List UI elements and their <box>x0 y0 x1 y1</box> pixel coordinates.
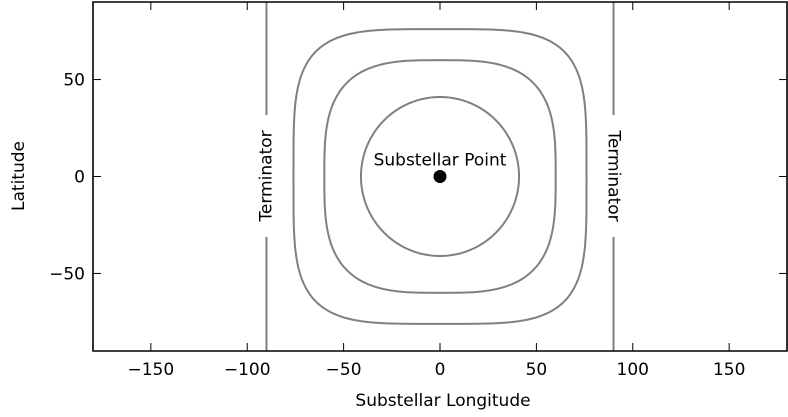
x-tick-label: −150 <box>127 360 174 380</box>
contour-line-1 <box>359 96 521 257</box>
x-axis-title: Substellar Longitude <box>355 391 530 411</box>
x-tick-label: 50 <box>526 360 548 380</box>
terminator-right-label: Terminator <box>604 129 624 221</box>
x-tick-label: −50 <box>326 360 362 380</box>
y-axis-title: Latitude <box>9 141 29 211</box>
y-tick-label: 50 <box>63 71 85 91</box>
terminator-left-label: Terminator <box>257 130 277 222</box>
substellar-point-marker <box>433 170 447 183</box>
contour-line-2 <box>323 59 557 294</box>
substellar-point-label: Substellar Point <box>374 151 507 171</box>
y-tick-label: 0 <box>74 168 85 188</box>
plot-area <box>292 28 588 325</box>
terminator-right: Terminator <box>602 2 625 351</box>
plot-frame <box>92 1 788 352</box>
terminator-right-label-bg <box>602 115 625 237</box>
terminator-left: Terminator <box>255 2 278 351</box>
x-tick-label: 0 <box>435 360 446 380</box>
axes: −150 −100 −50 0 50 100 150 −50 0 50 <box>49 1 788 380</box>
x-tick-label: 100 <box>617 360 649 380</box>
x-tick-label: 150 <box>713 360 745 380</box>
x-tick-label: −100 <box>224 360 271 380</box>
y-tick-label: −50 <box>49 264 85 284</box>
terminator-left-label-bg <box>255 115 278 237</box>
contour-line-3 <box>292 28 588 325</box>
